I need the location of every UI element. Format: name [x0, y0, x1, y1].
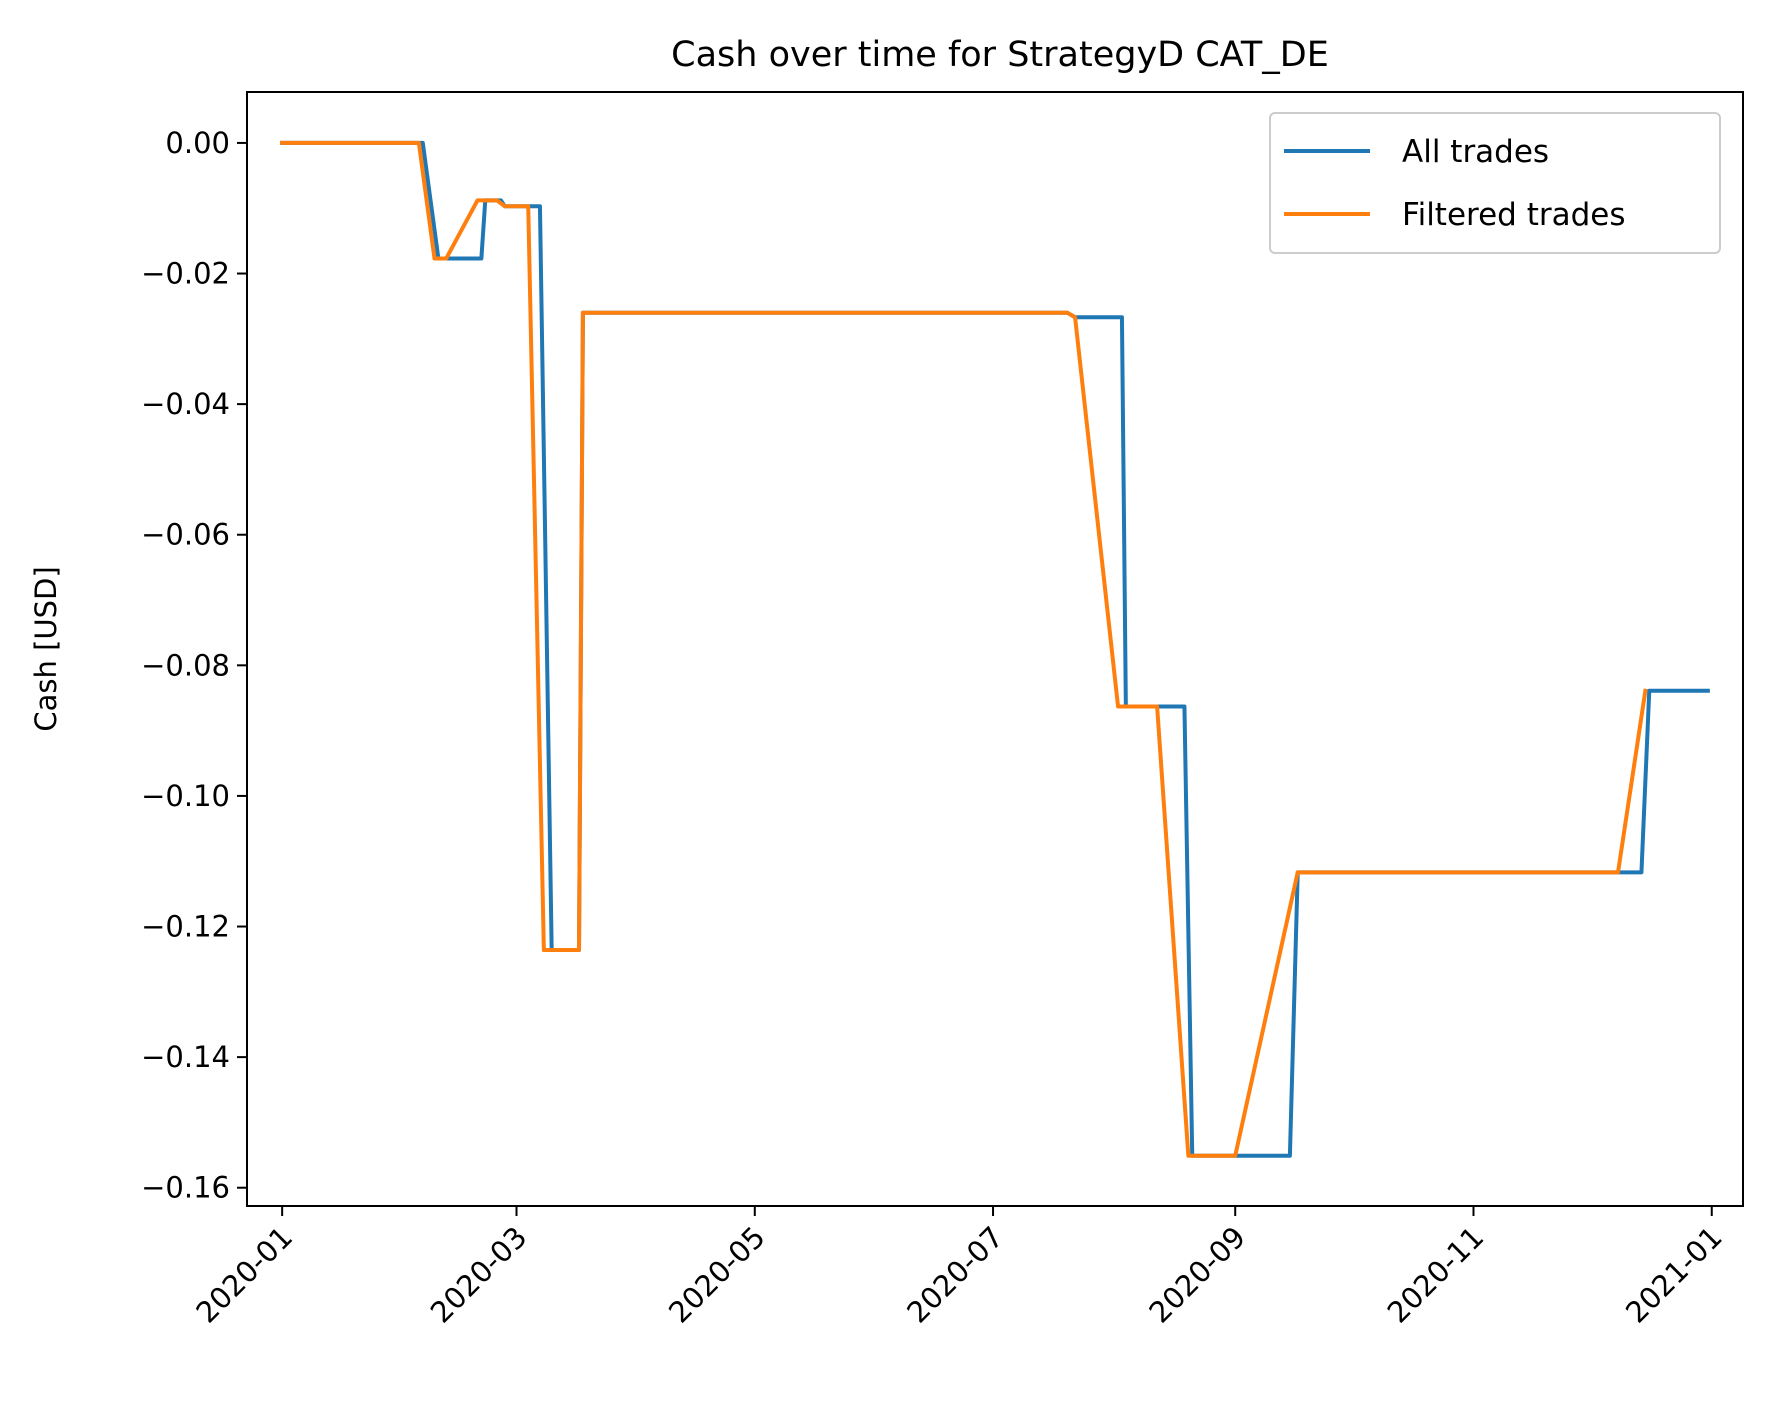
y-axis-label: Cash [USD]	[29, 566, 63, 731]
y-tick-label: −0.16	[141, 1171, 230, 1205]
y-tick-label: −0.12	[141, 910, 230, 944]
y-tick-label: −0.04	[141, 387, 230, 421]
y-tick-label: −0.10	[141, 779, 230, 813]
y-tick-label: 0.00	[165, 126, 230, 160]
plot-area	[246, 91, 1744, 1207]
legend-label: Filtered trades	[1402, 197, 1626, 233]
y-tick-label: −0.08	[141, 648, 230, 682]
plot-background	[247, 92, 1743, 1206]
series-layer	[280, 140, 1710, 1158]
y-axis: 0.00 −0.02 −0.04 −0.06 −0.08 −0.10 −0.12 −0.14 −…	[141, 126, 247, 1205]
chart-title: Cash over time for StrategyD CAT_DE	[671, 35, 1329, 75]
plot-frame	[246, 91, 1744, 1207]
legend-label: All trades	[1402, 134, 1549, 170]
y-tick-label: −0.14	[141, 1040, 230, 1074]
legend-box	[1269, 112, 1721, 254]
y-tick-label: −0.06	[141, 518, 230, 552]
series-line-2	[280, 140, 1648, 1158]
legend: All trades Filtered trades	[1269, 112, 1721, 254]
y-tick-label: −0.02	[141, 257, 230, 291]
